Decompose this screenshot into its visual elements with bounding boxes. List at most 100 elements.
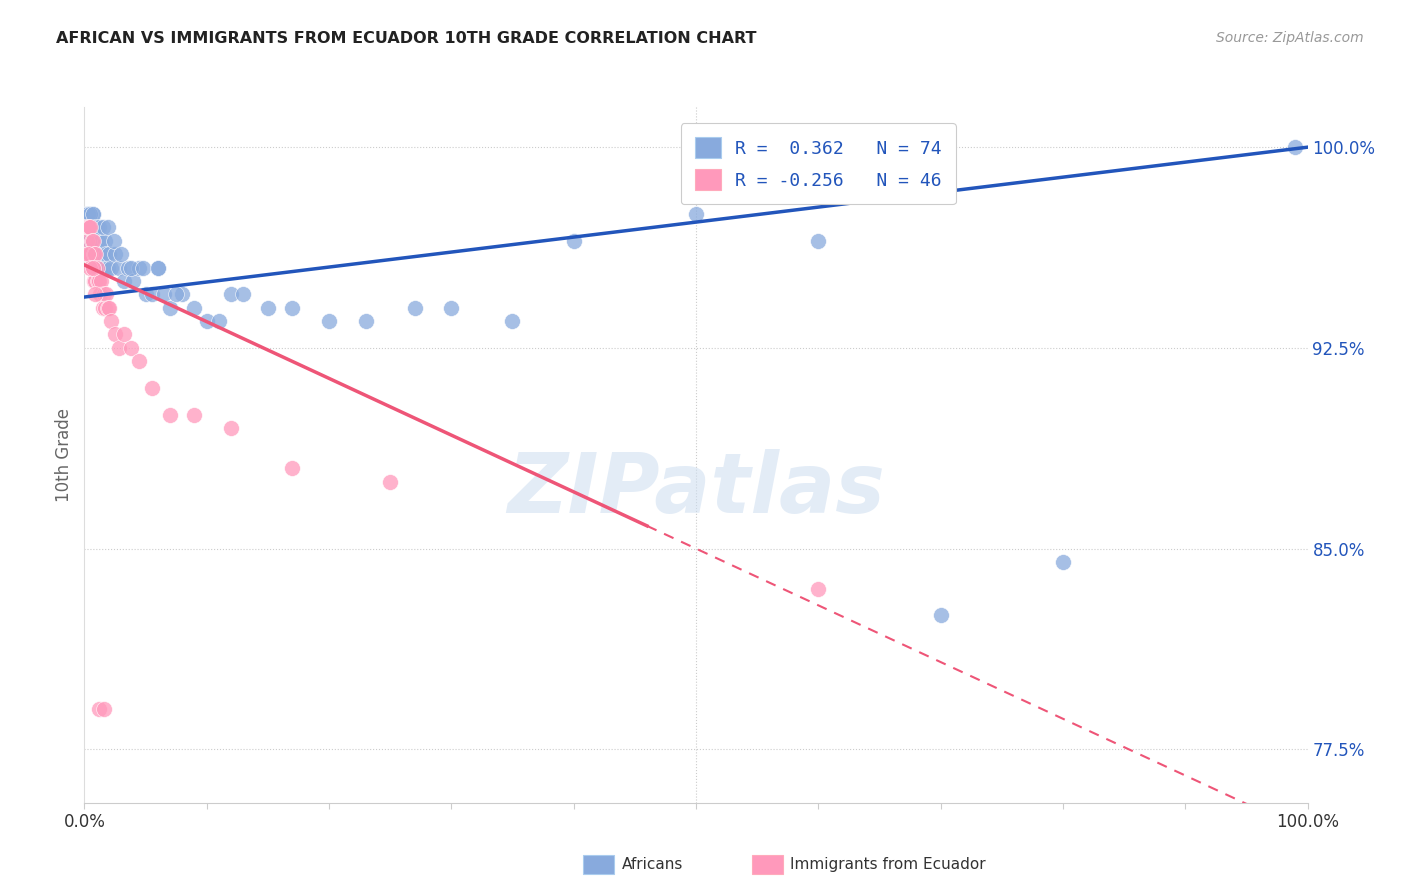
Point	[82, 234, 104, 248]
Point	[120, 341, 142, 355]
Point	[91, 247, 114, 261]
Point	[380, 475, 402, 489]
Point	[1052, 555, 1074, 569]
Point	[84, 220, 107, 235]
Point	[141, 381, 163, 395]
Point	[77, 247, 100, 261]
Point	[83, 220, 105, 235]
Point	[132, 260, 155, 275]
Point	[76, 234, 98, 248]
Text: AFRICAN VS IMMIGRANTS FROM ECUADOR 10TH GRADE CORRELATION CHART: AFRICAN VS IMMIGRANTS FROM ECUADOR 10TH …	[56, 31, 756, 46]
Point	[79, 234, 101, 248]
Point	[195, 314, 218, 328]
Text: Immigrants from Ecuador: Immigrants from Ecuador	[790, 857, 986, 871]
Point	[90, 274, 112, 288]
Point	[100, 260, 122, 275]
Point	[82, 207, 104, 221]
Point	[141, 287, 163, 301]
Point	[112, 327, 135, 342]
Point	[120, 260, 142, 275]
Point	[128, 354, 150, 368]
Point	[77, 220, 100, 235]
Point	[91, 301, 114, 315]
Point	[685, 207, 707, 221]
Point	[107, 260, 129, 275]
Point	[97, 247, 120, 261]
Point	[82, 260, 104, 275]
Point	[807, 234, 830, 248]
Point	[117, 260, 139, 275]
Point	[77, 247, 100, 261]
Point	[87, 220, 110, 235]
Point	[77, 247, 100, 261]
Point	[232, 287, 254, 301]
Point	[82, 260, 104, 275]
Point	[183, 408, 205, 422]
Point	[318, 314, 340, 328]
Point	[208, 314, 231, 328]
Point	[110, 247, 132, 261]
Point	[87, 274, 110, 288]
Point	[77, 207, 100, 221]
Point	[159, 408, 181, 422]
Point	[76, 220, 98, 235]
Point	[75, 234, 97, 248]
Y-axis label: 10th Grade: 10th Grade	[55, 408, 73, 502]
Point	[96, 247, 118, 261]
Point	[86, 260, 108, 275]
Point	[281, 461, 304, 475]
Point	[77, 234, 100, 248]
Point	[501, 314, 523, 328]
Point	[83, 247, 105, 261]
Point	[79, 247, 101, 261]
Point	[76, 234, 98, 248]
Point	[128, 260, 150, 275]
Point	[84, 287, 107, 301]
Point	[257, 301, 280, 315]
Point	[103, 234, 125, 248]
Point	[354, 314, 377, 328]
Point	[929, 608, 952, 623]
Point	[77, 220, 100, 235]
Point	[97, 301, 120, 315]
Point	[79, 220, 101, 235]
Point	[84, 274, 107, 288]
Point	[1284, 140, 1306, 154]
Point	[83, 274, 105, 288]
Point	[96, 287, 118, 301]
Point	[146, 260, 169, 275]
Point	[80, 260, 103, 275]
Point	[87, 274, 110, 288]
Point	[75, 207, 97, 221]
Point	[82, 234, 104, 248]
Point	[75, 220, 97, 235]
Point	[104, 247, 127, 261]
Point	[84, 220, 107, 235]
Point	[86, 247, 108, 261]
Point	[97, 220, 120, 235]
Point	[219, 287, 242, 301]
Text: Africans: Africans	[621, 857, 683, 871]
Point	[146, 260, 169, 275]
Point	[404, 301, 426, 315]
Point	[94, 301, 117, 315]
Point	[94, 234, 117, 248]
Point	[159, 301, 181, 315]
Point	[87, 247, 110, 261]
Point	[807, 582, 830, 596]
Point	[183, 301, 205, 315]
Point	[84, 247, 107, 261]
Point	[79, 260, 101, 275]
Text: Source: ZipAtlas.com: Source: ZipAtlas.com	[1216, 31, 1364, 45]
Text: ZIPatlas: ZIPatlas	[508, 450, 884, 530]
Point	[89, 260, 111, 275]
Point	[77, 247, 100, 261]
Point	[80, 247, 103, 261]
Point	[84, 247, 107, 261]
Point	[82, 207, 104, 221]
Point	[93, 702, 115, 716]
Point	[104, 327, 127, 342]
Point	[122, 274, 145, 288]
Point	[562, 234, 585, 248]
Point	[93, 260, 115, 275]
